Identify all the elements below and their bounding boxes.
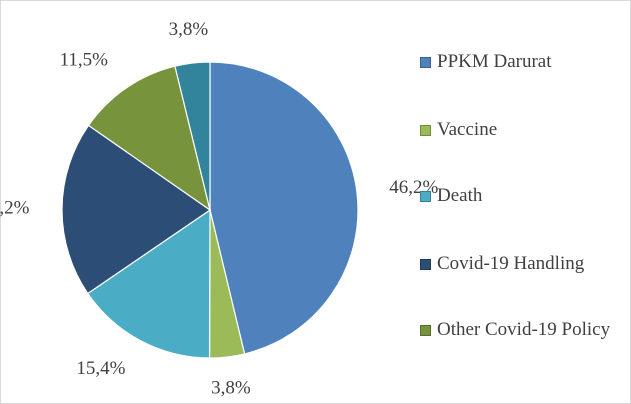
legend-item: Death — [420, 182, 620, 210]
pie-slice — [174, 61, 211, 211]
legend-swatch — [420, 259, 431, 270]
legend-swatch — [420, 191, 431, 202]
pie-slice — [61, 124, 212, 295]
data-label: 11,5% — [60, 49, 109, 70]
legend-label: PPKM Darurat — [437, 51, 552, 72]
legend-item: Vaccine — [420, 116, 620, 144]
pie-slice — [86, 208, 211, 359]
data-label: 15,4% — [76, 358, 125, 379]
legend-label: Death — [437, 185, 483, 206]
data-label: 3,8% — [169, 19, 209, 40]
pie-slice — [87, 65, 211, 212]
legend-item: Covid-19 Handling — [420, 250, 620, 278]
legend-label: Covid-19 Handling — [437, 253, 585, 274]
legend-label: Vaccine — [437, 119, 498, 140]
data-label: 3,8% — [211, 378, 251, 399]
data-label: 19,2% — [0, 198, 30, 219]
legend-item: PPKM Darurat — [420, 48, 620, 76]
legend-swatch — [420, 125, 431, 136]
pie-slice — [209, 61, 359, 355]
legend-swatch — [420, 57, 431, 68]
legend-label: Other Covid-19 Policy — [437, 319, 611, 340]
legend-swatch — [420, 325, 431, 336]
legend-item: Other Covid-19 Policy — [420, 316, 620, 344]
